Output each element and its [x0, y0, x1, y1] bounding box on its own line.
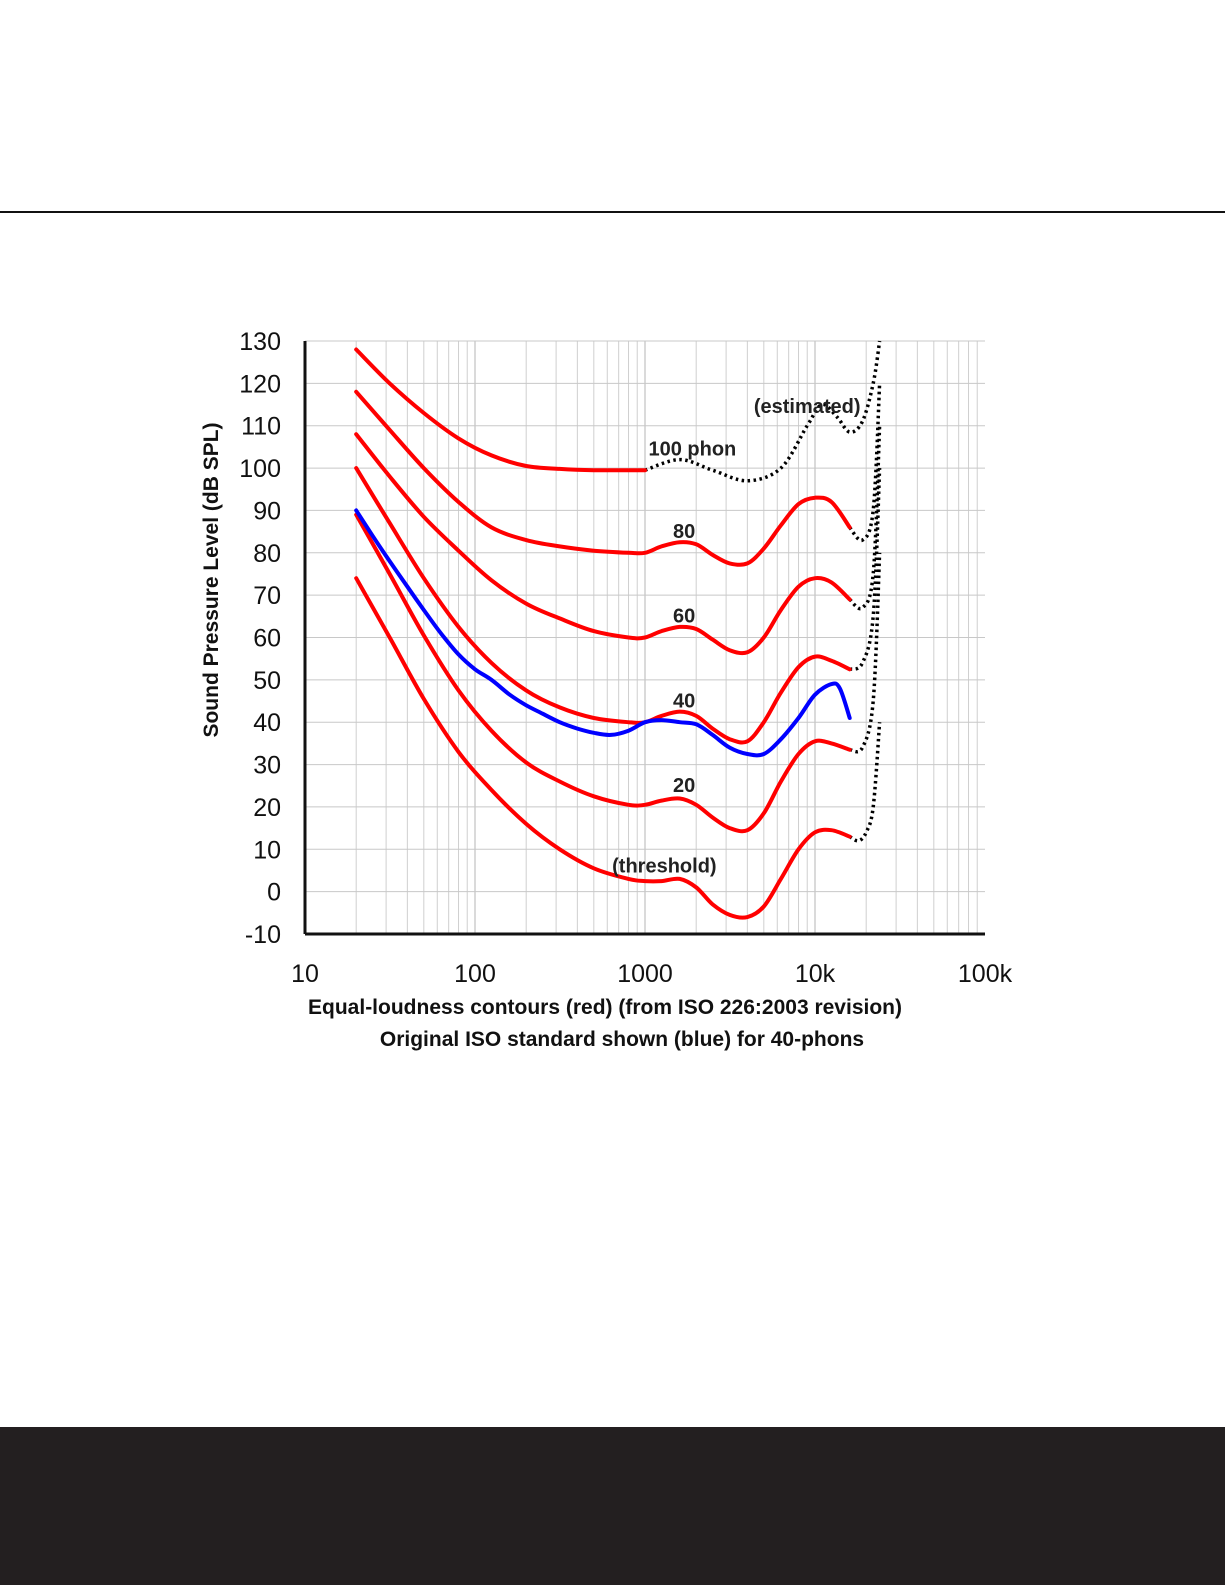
y-tick-label: 80: [253, 540, 281, 568]
series-estimated-line: [849, 552, 882, 754]
chart-axes: [303, 341, 985, 936]
y-tick-label: 70: [253, 582, 281, 610]
chart-annotations: (estimated) 100 phon 80 60 40 20 (threshold): [612, 396, 860, 878]
curve-label: 20: [673, 775, 695, 797]
curve-label: (threshold): [612, 856, 716, 878]
y-tick-label: 40: [253, 709, 281, 737]
y-tick-label: 0: [267, 879, 281, 907]
series-line-red: [354, 466, 852, 745]
x-tick-label: 100: [454, 960, 496, 988]
x-tick-label: 1000: [617, 960, 673, 988]
x-tick-label: 10k: [795, 960, 836, 988]
y-tick-label: 20: [253, 794, 281, 822]
y-tick-label: 10: [253, 836, 281, 864]
curve-label: 80: [673, 521, 695, 543]
series-line-red: [354, 389, 852, 567]
y-tick-label: 60: [253, 625, 281, 653]
y-tick-label: -10: [245, 921, 281, 949]
series-line-red: [354, 432, 852, 656]
caption-line-2: Original ISO standard shown (blue) for 4…: [380, 1028, 864, 1051]
footer-band: [0, 1427, 1225, 1585]
y-tick-label: 100: [239, 455, 281, 483]
series-line-red: [354, 512, 852, 834]
y-axis-label: Sound Pressure Level (dB SPL): [200, 422, 223, 737]
curve-label: 100 phon: [648, 438, 736, 460]
x-tick-label: 100k: [958, 960, 1013, 988]
y-tick-label: 130: [239, 328, 281, 356]
chart-grid: [305, 340, 985, 934]
x-tick-label: 10: [291, 960, 319, 988]
caption-line-1: Equal-loudness contours (red) (from ISO …: [308, 996, 902, 1019]
top-divider: [0, 211, 1225, 213]
series-estimated-line: [644, 340, 882, 483]
y-tick-label: 120: [239, 370, 281, 398]
series-line-blue: [354, 508, 852, 758]
y-tick-label: 50: [253, 667, 281, 695]
y-tick-label: 110: [241, 413, 281, 441]
series-estimated-line: [848, 722, 882, 843]
series-line-red: [354, 576, 852, 920]
chart-series: [354, 340, 882, 920]
y-tick-label: 30: [253, 752, 281, 780]
curve-label: 60: [673, 606, 695, 628]
y-tick-label: 90: [253, 497, 281, 525]
curve-label: 40: [673, 690, 695, 712]
series-estimated-line: [848, 468, 882, 672]
series-line-red: [354, 347, 647, 473]
curve-label: (estimated): [754, 396, 861, 418]
